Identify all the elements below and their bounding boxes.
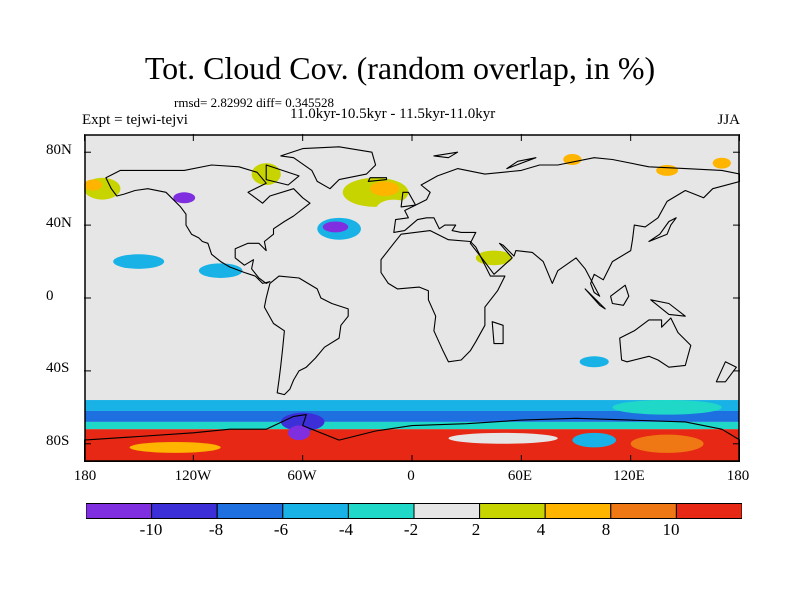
colorbar-box <box>282 503 349 519</box>
coastline-layer <box>84 146 740 462</box>
colorbar-label: -10 <box>139 520 163 539</box>
colorbar-box <box>479 503 546 519</box>
lon-tick-label: 180 <box>73 468 97 484</box>
coastline-novaya-zemlya <box>506 157 537 170</box>
anomaly-patch <box>288 425 310 441</box>
southern-ocean-band <box>85 410 739 422</box>
coastline-eurasia <box>393 157 740 297</box>
lon-tick-label: 60W <box>287 468 317 484</box>
anomaly-patch <box>566 159 604 182</box>
anomaly-patch <box>384 285 422 304</box>
colorbar-label: -2 <box>403 520 419 539</box>
coastline-iceland <box>367 177 388 182</box>
colorbar-box <box>86 503 153 519</box>
map-title: Tot. Cloud Cov. (random overlap, in %) <box>144 50 656 86</box>
anomaly-patch <box>572 432 617 448</box>
anomaly-patch <box>579 356 609 368</box>
lat-tick-label: 40N <box>46 215 72 231</box>
coastline-british-isles <box>400 191 417 208</box>
colorbar-box <box>544 503 612 519</box>
experiment-label: Expt = tejwi-tejvi <box>82 112 188 128</box>
lat-tick-label: 80S <box>46 433 70 449</box>
lat-tick-label: 40S <box>46 360 70 376</box>
colorbar-label: -4 <box>338 520 354 539</box>
colorbar-label: -6 <box>273 520 289 539</box>
anomaly-patch <box>173 192 196 204</box>
coastline-new-guinea <box>650 299 686 317</box>
anomaly-patch <box>658 267 713 286</box>
colorbar-label: 2 <box>471 520 481 539</box>
anomaly-patch <box>712 157 731 169</box>
coastline-sumatra <box>584 288 606 310</box>
anomaly-patch <box>370 181 400 196</box>
season-label: JJA <box>717 112 740 128</box>
anomaly-patch <box>339 341 376 364</box>
colorbar <box>86 503 742 519</box>
coastline-antarctica <box>84 414 740 462</box>
anomaly-patch <box>218 190 270 209</box>
coastline-madagascar <box>491 321 504 345</box>
colorbar-label: 10 <box>662 520 680 539</box>
lon-tick-label: 180 <box>726 468 750 484</box>
anomaly-patch <box>510 288 569 319</box>
colorbar-box <box>610 503 677 519</box>
colorbar-label: -8 <box>208 520 224 539</box>
coastline-africa <box>380 230 506 363</box>
southern-ocean-band <box>85 400 739 411</box>
coastline-baffin-island <box>265 164 300 186</box>
anomaly-patch <box>322 221 349 233</box>
lon-tick-label: 120W <box>174 468 212 484</box>
anomaly-patch <box>612 400 722 415</box>
anomaly-patch <box>656 164 679 176</box>
coastline-svalbard <box>433 151 459 159</box>
coastline-south-america <box>263 275 349 396</box>
anomaly-patch <box>375 199 412 222</box>
colorbar-box <box>413 503 481 519</box>
anomaly-patch <box>466 296 496 311</box>
lon-tick-label: 0 <box>407 468 415 484</box>
anomaly-patch <box>84 179 103 191</box>
lon-tick-label: 60E <box>507 468 533 484</box>
colorbar-box <box>347 503 415 519</box>
map-frame <box>84 134 740 462</box>
colorbar-label: 4 <box>536 520 546 539</box>
lat-tick-label: 80N <box>46 142 72 158</box>
anomaly-patch <box>89 283 134 295</box>
colorbar-box <box>151 503 218 519</box>
anomaly-patch <box>563 154 582 165</box>
anomaly-patch <box>448 432 558 444</box>
anomaly-patch <box>129 441 221 453</box>
anomaly-patch <box>113 254 165 269</box>
coastline-australia <box>619 317 692 368</box>
anomaly-patch <box>104 154 156 169</box>
stats-label: rmsd= 2.82992 diff= 0.345528 <box>174 95 334 110</box>
anomaly-patch <box>630 434 704 453</box>
lat-tick-label: 0 <box>46 288 54 304</box>
colorbar-box <box>675 503 742 519</box>
lon-tick-label: 120E <box>613 468 645 484</box>
anomaly-patch <box>463 172 500 191</box>
anomaly-patch <box>215 159 245 175</box>
coastline-borneo <box>610 284 630 306</box>
anomaly-patch <box>198 263 243 278</box>
coastline-new-zealand <box>715 361 737 383</box>
colorbar-box <box>216 503 284 519</box>
coastline-greenland <box>280 146 377 190</box>
period-label: 11.0kyr-10.5kyr - 11.5kyr-11.0kyr <box>290 106 496 122</box>
colorbar-label: 8 <box>601 520 611 539</box>
coastline-north-america <box>105 164 311 284</box>
anomaly-patch <box>89 298 134 309</box>
anomaly-patch <box>550 336 602 351</box>
world-map <box>84 134 740 462</box>
coastline-japan <box>648 217 677 243</box>
